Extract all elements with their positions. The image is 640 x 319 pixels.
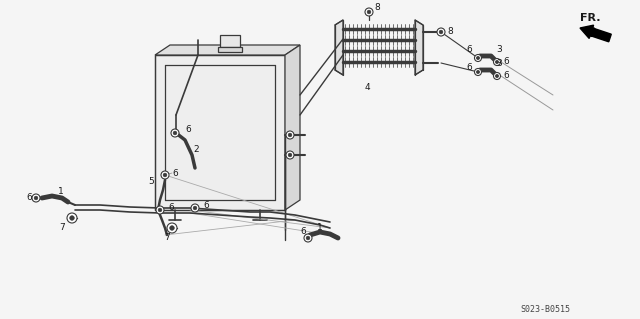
Circle shape [495,74,499,78]
Circle shape [306,236,310,240]
Circle shape [493,58,500,65]
Text: 2: 2 [193,145,198,154]
Circle shape [191,204,199,212]
Polygon shape [220,35,240,47]
Circle shape [167,223,177,233]
Circle shape [161,171,169,179]
Polygon shape [335,20,343,75]
Polygon shape [415,20,423,75]
Text: 1: 1 [58,188,64,197]
Text: FR.: FR. [580,13,600,23]
Text: 6: 6 [466,46,472,55]
Circle shape [171,129,179,137]
Circle shape [495,60,499,63]
Text: 6: 6 [172,168,178,177]
Circle shape [286,151,294,159]
Text: 6: 6 [185,125,191,135]
Circle shape [156,206,164,214]
Text: 6: 6 [503,71,509,80]
Circle shape [476,56,479,60]
Circle shape [163,173,167,177]
Circle shape [32,194,40,202]
Text: 6: 6 [168,203,173,211]
Circle shape [437,28,445,36]
Circle shape [34,196,38,200]
Circle shape [476,70,479,74]
Text: 6: 6 [300,227,306,236]
Text: 5: 5 [148,177,154,187]
Circle shape [474,55,481,62]
Circle shape [173,131,177,135]
Circle shape [493,72,500,79]
Bar [165,65,275,200]
Text: 1: 1 [317,224,323,233]
FancyArrow shape [580,25,611,42]
Circle shape [304,234,312,242]
Circle shape [158,208,162,212]
Circle shape [367,10,371,14]
Polygon shape [218,47,242,52]
Circle shape [286,131,294,139]
Text: 6: 6 [26,194,32,203]
Circle shape [70,216,74,220]
Polygon shape [155,55,285,210]
Text: 6: 6 [466,63,472,72]
Text: 6: 6 [503,57,509,66]
Text: 7: 7 [59,224,65,233]
Text: 8: 8 [447,27,452,36]
Text: 8: 8 [374,4,380,12]
Circle shape [474,69,481,76]
Circle shape [439,30,443,34]
Text: 6: 6 [203,201,209,210]
Text: 3: 3 [496,60,502,69]
Circle shape [193,206,197,210]
Circle shape [365,8,373,16]
Polygon shape [155,45,300,55]
Circle shape [67,213,77,223]
Text: 3: 3 [496,46,502,55]
Text: 7: 7 [164,234,170,242]
Circle shape [288,153,292,157]
Text: S023-B0515: S023-B0515 [520,306,570,315]
Polygon shape [285,45,300,210]
Circle shape [288,133,292,137]
Circle shape [170,226,174,230]
Text: 4: 4 [365,83,371,92]
